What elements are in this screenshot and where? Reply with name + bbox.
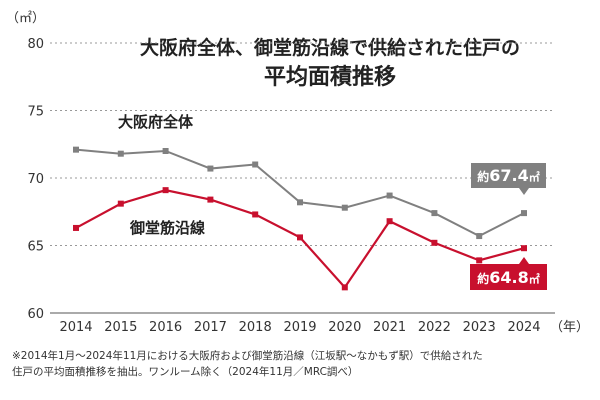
data-point [476, 257, 483, 264]
data-point [252, 211, 259, 218]
data-point [73, 224, 79, 231]
data-point [341, 284, 348, 291]
chart-title-line-1: 大阪府全体、御堂筋沿線で供給された住戸の [140, 36, 520, 59]
x-tick-label: 2022 [418, 320, 451, 335]
callout-prefix: 約 [477, 271, 489, 286]
data-point [431, 210, 438, 217]
y-tick-label: 65 [27, 240, 44, 255]
y-axis-ticks: 80 75 70 65 60 [27, 37, 44, 322]
footnote-line-2: 住戸の平均面積推移を抽出。ワンルーム除く（2024年11月／MRC調べ） [12, 366, 359, 378]
series-label-osaka: 大阪府全体 [118, 113, 194, 131]
data-point [162, 148, 169, 154]
chart-title-line-2: 平均面積推移 [264, 64, 396, 90]
x-tick-label: 2024 [507, 320, 540, 335]
data-point [252, 161, 259, 168]
callout-unit: ㎡ [529, 272, 540, 286]
y-tick-label: 70 [27, 172, 44, 187]
data-point [207, 196, 214, 203]
footnote: ※2014年1月～2024年11月における大阪府および御堂筋沿線（江坂駅～なかも… [12, 348, 592, 380]
data-point [297, 234, 303, 241]
callout-box [471, 163, 546, 188]
data-point [73, 146, 79, 153]
footnote-line-1: ※2014年1月～2024年11月における大阪府および御堂筋沿線（江坂駅～なかも… [12, 350, 483, 362]
x-tick-label: 2018 [239, 320, 272, 335]
callout-value: 64.8 [489, 268, 528, 287]
callout-value: 67.4 [489, 166, 528, 185]
data-point [117, 150, 124, 157]
data-point [386, 192, 393, 199]
callout-unit: ㎡ [529, 170, 540, 184]
data-point [521, 210, 527, 217]
callout-label: 約67.4㎡ [477, 166, 540, 185]
data-point [117, 200, 124, 207]
x-tick-label: 2015 [104, 320, 137, 335]
x-tick-label: 2023 [463, 320, 496, 335]
x-tick-label: 2019 [283, 320, 316, 335]
data-point [476, 233, 483, 240]
y-tick-label: 80 [27, 37, 44, 52]
data-point [297, 199, 303, 206]
x-axis-ticks: 2014 2015 2016 2017 2018 2019 2020 2021 2022 2023… [59, 320, 540, 335]
x-tick-label: 2020 [328, 320, 361, 335]
series-label-midosuji: 御堂筋沿線 [129, 219, 205, 237]
callout-pointer [519, 188, 529, 195]
x-tick-label: 2017 [194, 320, 227, 335]
data-point [341, 204, 348, 211]
data-point [207, 165, 214, 172]
callout-pointer [519, 257, 529, 264]
x-tick-label: 2014 [59, 320, 92, 335]
x-tick-label: 2021 [373, 320, 406, 335]
y-tick-label: 60 [27, 307, 44, 322]
data-point [521, 245, 527, 252]
callout-box [470, 264, 547, 290]
x-axis-unit: （年） [550, 320, 589, 335]
data-point [386, 218, 393, 225]
callout-label: 約64.8㎡ [477, 268, 540, 287]
data-point [431, 239, 438, 246]
y-tick-label: 75 [27, 105, 44, 120]
series-group [73, 146, 527, 291]
x-tick-label: 2016 [149, 320, 182, 335]
data-point [162, 187, 169, 194]
grid-lines [50, 42, 555, 314]
callout-prefix: 約 [477, 169, 489, 184]
y-axis-unit: （㎡） [6, 11, 45, 26]
